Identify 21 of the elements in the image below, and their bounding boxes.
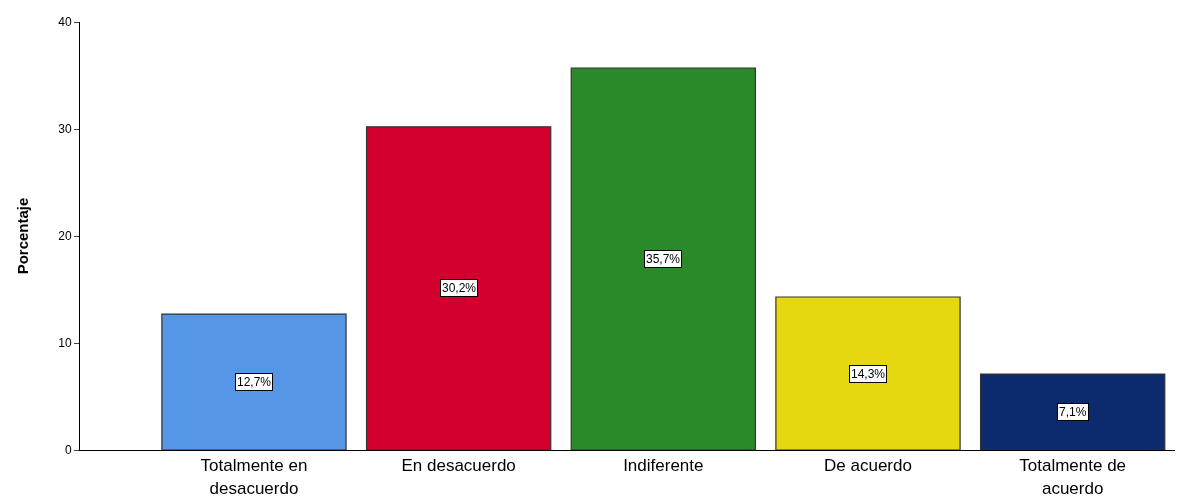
bar — [775, 296, 961, 450]
data-label: 7,1% — [1059, 405, 1087, 419]
data-label: 12,7% — [237, 375, 272, 389]
y-tick-label: 40 — [58, 15, 72, 30]
bar — [979, 373, 1166, 450]
bar — [161, 313, 347, 450]
data-label: 14,3% — [851, 367, 886, 381]
x-tick-label: Indiferente — [623, 456, 704, 476]
data-label: 35,7% — [646, 252, 681, 266]
x-tick-label: Totalmente de acuerdo — [1019, 456, 1127, 498]
y-tick-label: 0 — [64, 443, 72, 458]
x-tick-label: En desacuerdo — [401, 456, 516, 476]
bar — [365, 126, 552, 450]
y-tick-label: 10 — [58, 336, 72, 351]
y-tick-label: 20 — [58, 229, 72, 244]
data-label: 30,2% — [442, 281, 477, 295]
bar — [570, 67, 757, 450]
x-tick-label: De acuerdo — [824, 456, 912, 476]
y-axis-title: Porcentaje — [14, 197, 32, 275]
y-tick-label: 30 — [58, 122, 72, 137]
x-tick-label: Totalmente en desacuerdo — [200, 456, 308, 498]
